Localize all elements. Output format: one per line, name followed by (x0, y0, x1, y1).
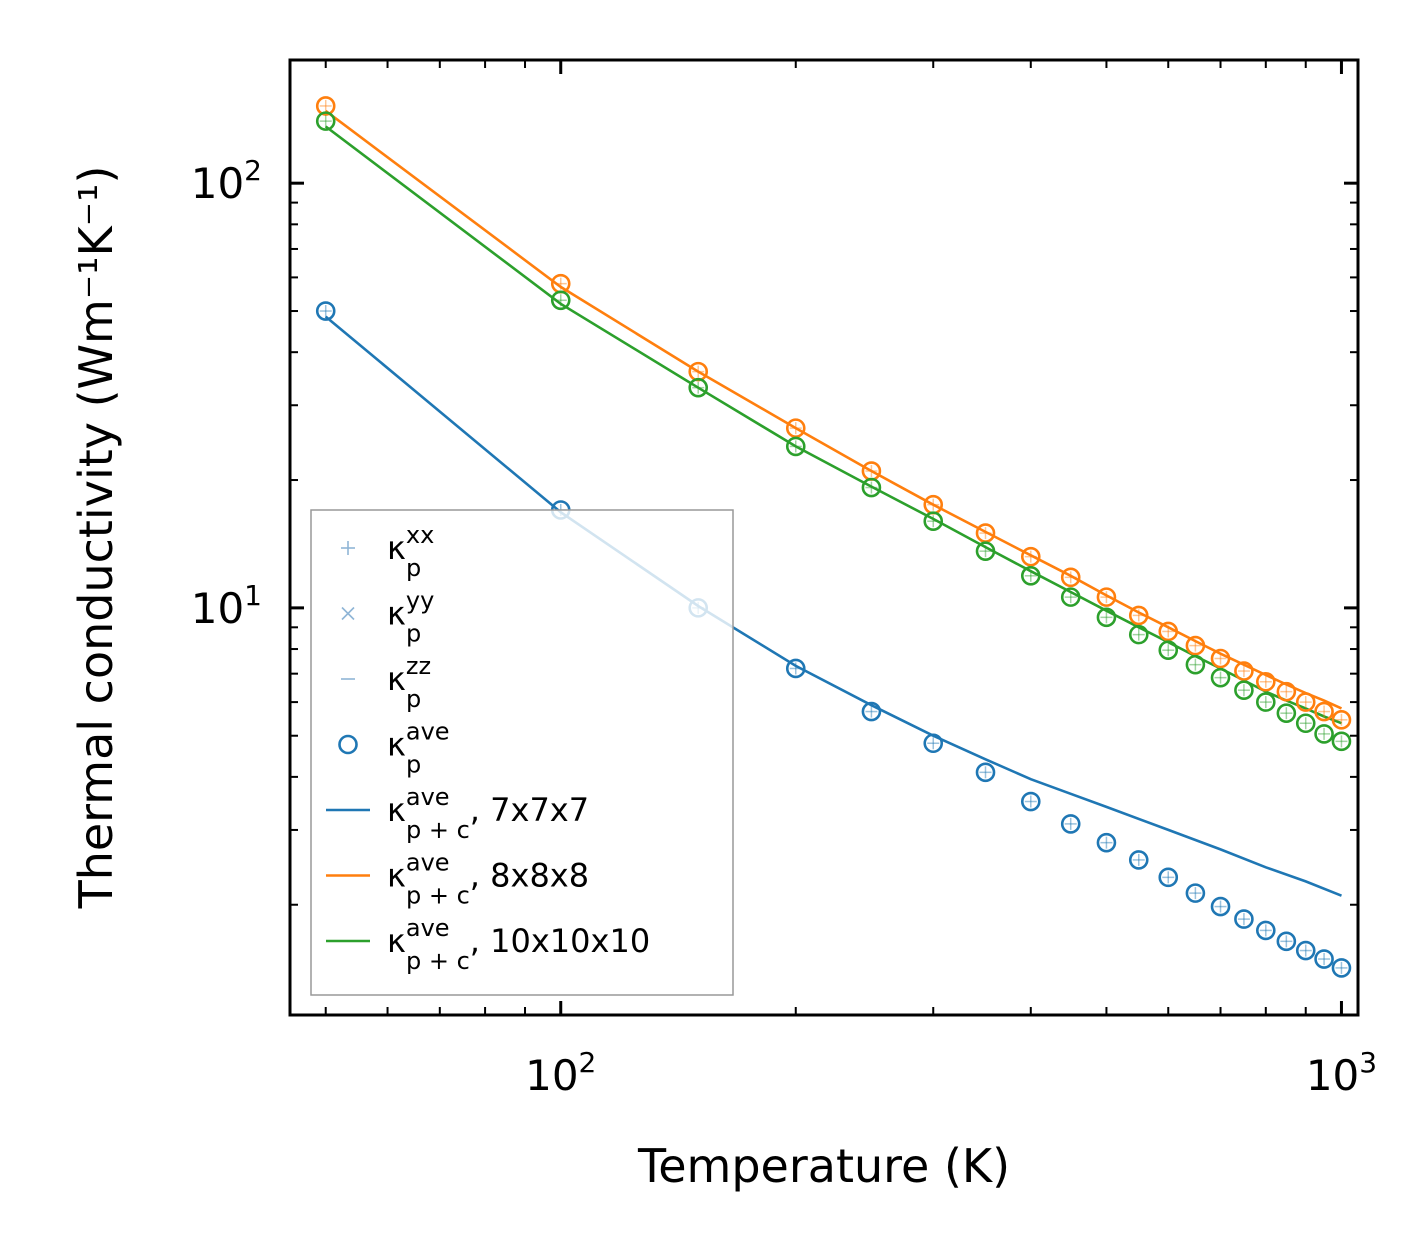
point-ave-7x7x7 (1185, 883, 1206, 903)
point-ave-7x7x7 (1210, 896, 1231, 917)
point-ave-7x7x7 (1060, 814, 1081, 834)
tick-labels: 102 103 101 102 (191, 154, 1377, 1100)
x-tick-label: 102 (525, 1046, 596, 1100)
point-ave-7x7x7 (1020, 791, 1041, 812)
point-ave-7x7x7 (975, 762, 996, 783)
point-ave-10x10x10 (1185, 654, 1206, 675)
point-ave-7x7x7 (923, 733, 944, 754)
plot-frame (288, 58, 1360, 1017)
point-ave-7x7x7 (1158, 867, 1179, 888)
point-ave-7x7x7 (1295, 940, 1316, 961)
point-ave-10x10x10 (1096, 607, 1117, 628)
point-ave-7x7x7 (1314, 949, 1334, 969)
point-ave-10x10x10 (923, 511, 944, 531)
legend-circle-marker (338, 734, 358, 755)
point-ave-10x10x10 (1255, 692, 1276, 712)
point-ave-10x10x10 (1020, 565, 1041, 586)
point-ave-8x8x8 (1295, 692, 1316, 712)
point-ave-10x10x10 (785, 436, 806, 457)
point-ave-8x8x8 (1255, 671, 1276, 692)
y-axis-label: Thermal conductivity (Wm⁻¹K⁻¹) (69, 166, 123, 910)
point-ave-10x10x10 (1331, 731, 1352, 752)
point-ave-8x8x8 (1020, 546, 1041, 567)
y-tick-label: 102 (191, 154, 262, 208)
point-ave-7x7x7 (861, 701, 882, 722)
point-ave-8x8x8 (1128, 605, 1149, 626)
x-axis-label: Temperature (K) (637, 1139, 1010, 1193)
point-ave-8x8x8 (1331, 710, 1352, 730)
point-ave-10x10x10 (1210, 667, 1231, 688)
legend-label: κxx p (387, 521, 434, 582)
point-ave-10x10x10 (1158, 640, 1179, 660)
point-ave-8x8x8 (1158, 621, 1179, 642)
legend-box (310, 509, 734, 996)
legend-label: κave p + c, 7x7x7 (387, 783, 589, 844)
point-ave-10x10x10 (1128, 624, 1149, 645)
point-ave-10x10x10 (1060, 587, 1081, 607)
point-ave-10x10x10 (861, 477, 882, 498)
point-ave-10x10x10 (1295, 713, 1316, 734)
point-ave-7x7x7 (1331, 958, 1352, 978)
point-ave-8x8x8 (1276, 681, 1297, 702)
y-tick-label: 101 (191, 579, 262, 633)
legend-label: κave p (387, 718, 450, 779)
point-ave-10x10x10 (315, 111, 336, 131)
point-ave-10x10x10 (975, 541, 996, 561)
point-ave-8x8x8 (1096, 587, 1117, 607)
point-ave-7x7x7 (1096, 832, 1117, 853)
legend-label: κyy p (387, 587, 434, 648)
point-ave-10x10x10 (1234, 680, 1254, 700)
point-ave-10x10x10 (550, 290, 571, 311)
point-ave-7x7x7 (1255, 920, 1276, 941)
legend-label: κave p + c, 10x10x10 (387, 914, 650, 975)
point-ave-10x10x10 (1314, 724, 1334, 744)
point-ave-8x8x8 (1185, 635, 1206, 656)
point-ave-7x7x7 (1234, 909, 1254, 929)
point-ave-7x7x7 (1128, 850, 1149, 870)
point-ave-8x8x8 (1234, 661, 1254, 681)
point-ave-7x7x7 (315, 301, 336, 321)
point-ave-7x7x7 (1276, 931, 1297, 952)
point-ave-7x7x7 (785, 658, 806, 679)
point-ave-8x8x8 (1210, 648, 1231, 669)
point-ave-8x8x8 (1314, 701, 1334, 722)
point-ave-10x10x10 (688, 377, 709, 398)
x-tick-label: 103 (1306, 1046, 1377, 1100)
legend-label: κave p + c, 8x8x8 (387, 849, 589, 910)
point-ave-8x8x8 (1060, 567, 1081, 588)
point-ave-10x10x10 (1276, 703, 1297, 723)
legend-x-marker (341, 606, 355, 621)
legend-label: κzz p (387, 652, 431, 713)
point-ave-8x8x8 (315, 96, 336, 116)
axis-ticks (290, 60, 1358, 1015)
